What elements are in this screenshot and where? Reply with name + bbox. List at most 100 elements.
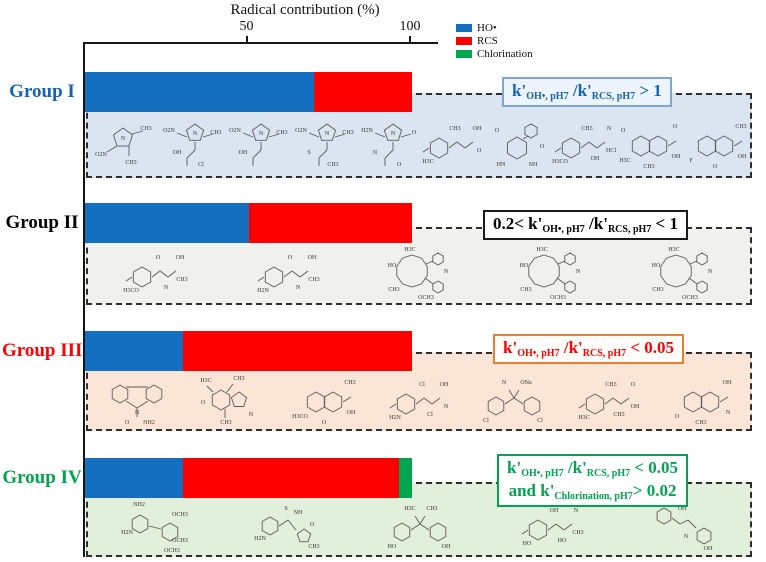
atom-label: CH3 <box>234 376 245 382</box>
atom-label: Cl <box>198 162 204 168</box>
atom-label: Cl <box>419 382 425 388</box>
atom-label: O <box>310 522 315 528</box>
atom-label: N <box>708 269 713 275</box>
axis-tick <box>409 36 411 42</box>
group-bar <box>85 72 412 112</box>
atom-label: O <box>201 400 206 406</box>
atom-label: CH3 <box>388 287 399 293</box>
molecule-structure: H3CO CH3 OH O <box>292 380 356 426</box>
atom-label: CH3 <box>176 277 187 283</box>
legend-swatch-icon <box>456 24 472 32</box>
atom-label: OH <box>678 506 687 512</box>
atom-label: OH <box>704 546 713 552</box>
group-bar <box>85 203 412 243</box>
annotation-box: 0.2< k'OH•, pH7 /k'RCS, pH7 < 1 <box>483 210 688 241</box>
molecule: N O NH2 <box>105 374 169 426</box>
molecule: H3C HO N OCH3 CH3 <box>388 247 452 301</box>
atom-label: H3C <box>404 506 415 512</box>
atom-label: OCH3 <box>418 295 434 301</box>
bar-segment <box>85 72 314 112</box>
molecule-structure: H3C HO N OCH3 CH3 <box>388 247 449 301</box>
atom-label: CH3 <box>140 126 151 132</box>
atom-label: Cl <box>537 418 543 424</box>
molecule-row: NH2 H2N OCH3 OCH3 OCH3 H2N S NH CH3 O HO OH H3C CH3 HO… <box>90 500 750 554</box>
annotation-line: k'OH•, pH7 /k'RCS, pH7 > 1 <box>512 81 662 102</box>
atom-label: N <box>391 131 396 137</box>
molecule: H2N N O N O <box>355 118 419 170</box>
atom-label: HCl <box>606 148 616 154</box>
atom-label: O <box>156 255 161 261</box>
molecule-structure: O2N N CH3 S CH3 <box>295 123 354 168</box>
atom-label: H3C <box>201 378 212 384</box>
molecule-structure: NH2 H2N OCH3 OCH3 OCH3 <box>121 502 188 554</box>
atom-label: Cl <box>427 412 433 418</box>
atom-label: H3CO <box>552 159 568 165</box>
bar-segment <box>398 458 412 498</box>
x-axis-line <box>83 42 438 44</box>
group-label: Group I <box>9 81 75 102</box>
atom-label: CH3 <box>308 277 319 283</box>
legend-item: Chlorination <box>456 48 533 60</box>
molecule: O O HN NH <box>487 118 551 170</box>
atom-label: HO <box>523 541 532 547</box>
atom-label: S <box>284 506 287 512</box>
axis-tick-label: 50 <box>239 19 254 34</box>
molecule: O2N N CH3 CH3 <box>91 118 155 170</box>
annotation-line: k'OH•, pH7 /k'RCS, pH7 < 0.05 <box>507 458 679 479</box>
molecule-structure: F CH3 OH O <box>689 124 747 170</box>
molecule-structure: O2N N CH3 OH <box>229 123 288 166</box>
atom-label: CH3 <box>125 160 136 166</box>
atom-label: CH3 <box>695 420 706 426</box>
atom-label: OH <box>473 126 482 132</box>
atom-label: H3CO <box>292 414 308 420</box>
atom-label: OH <box>672 154 681 160</box>
atom-label: O <box>495 128 500 134</box>
bar-segment <box>85 331 184 371</box>
atom-label: O <box>630 382 635 388</box>
molecule-structure: H3CO O OH CH3 N <box>123 255 188 294</box>
atom-label: CH3 <box>344 380 355 386</box>
atom-label: OH <box>239 150 248 156</box>
group-bar <box>85 458 412 498</box>
atom-label: OCH3 <box>172 512 188 518</box>
molecule-row: H3CO O OH CH3 N H2N O OH CH3 N H3C HO N OCH3 CH3 H3C HO N… <box>90 245 750 301</box>
legend-swatch-icon <box>456 37 472 45</box>
atom-label: OCH3 <box>172 538 188 544</box>
atom-label: O2N <box>229 128 241 134</box>
atom-label: OH <box>176 255 185 261</box>
bar-segment <box>183 331 412 371</box>
atom-label: O <box>288 255 293 261</box>
atom-label: O <box>125 420 130 426</box>
atom-label: OCH3 <box>682 295 698 301</box>
molecule: H3CO CH3 OH O <box>292 374 358 426</box>
atom-label: HO <box>520 263 529 269</box>
molecule: O2N N CH3 S CH3 <box>289 118 354 170</box>
bar-segment <box>85 203 249 243</box>
annotation-box: k'OH•, pH7 /k'RCS, pH7 < 0.05 and k'Chlor… <box>497 454 689 508</box>
molecule-structure: H2N O OH CH3 N <box>257 255 320 294</box>
atom-label: H3C <box>578 415 589 421</box>
atom-label: N <box>249 412 254 418</box>
atom-label: H3C <box>536 247 547 253</box>
atom-label: CH3 <box>520 287 531 293</box>
atom-label: H2N <box>389 415 401 421</box>
molecule: H3C CH3 CH3 O N <box>199 374 263 426</box>
y-axis-line <box>83 42 85 557</box>
molecule-structure: O OH N CH3 <box>675 380 732 426</box>
molecule-structure: O2N N CH3 OH Cl <box>163 123 222 168</box>
legend: HO• RCS Chlorination <box>456 22 533 61</box>
molecule: H3C CH3 O OH CH3 <box>577 374 641 426</box>
atom-label: O <box>621 128 626 134</box>
molecule: H2N O OH CH3 N <box>256 247 320 299</box>
atom-label: OH <box>346 410 355 416</box>
atom-label: HO <box>652 263 661 269</box>
molecule-row: O2N N CH3 CH3 O2N N CH3 OH Cl O2N N CH3 OH O2N N CH3 S CH… <box>90 115 750 173</box>
annotation-line: k'OH•, pH7 /k'RCS, pH7 < 0.05 <box>503 338 675 359</box>
atom-label: H3C <box>668 247 679 253</box>
molecule-structure: H2N N O N O <box>361 123 417 168</box>
molecule-structure: H2N S NH CH3 O <box>254 506 320 550</box>
molecule: H3CO O OH CH3 N <box>123 247 188 299</box>
atom-label: O2N <box>163 128 175 134</box>
